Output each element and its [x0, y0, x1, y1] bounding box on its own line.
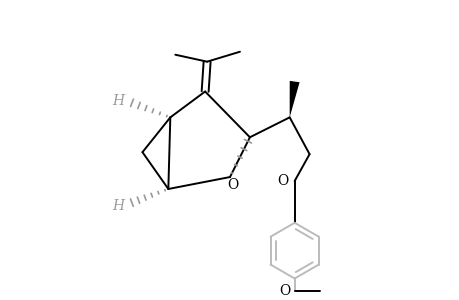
Text: O: O: [227, 178, 238, 192]
Text: H: H: [112, 94, 124, 109]
Text: O: O: [279, 284, 290, 298]
Polygon shape: [289, 81, 299, 117]
Text: H: H: [112, 199, 124, 213]
Text: O: O: [276, 174, 288, 188]
